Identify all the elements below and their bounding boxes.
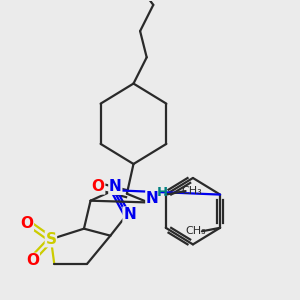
Text: N: N <box>109 179 122 194</box>
Text: CH₃: CH₃ <box>185 226 206 236</box>
Text: O: O <box>20 216 33 231</box>
Text: O: O <box>92 179 105 194</box>
Text: CH₃: CH₃ <box>182 186 202 196</box>
Text: N: N <box>123 207 136 222</box>
Text: N: N <box>146 191 159 206</box>
Text: H: H <box>157 186 168 199</box>
Text: O: O <box>26 253 39 268</box>
Text: S: S <box>45 232 56 247</box>
